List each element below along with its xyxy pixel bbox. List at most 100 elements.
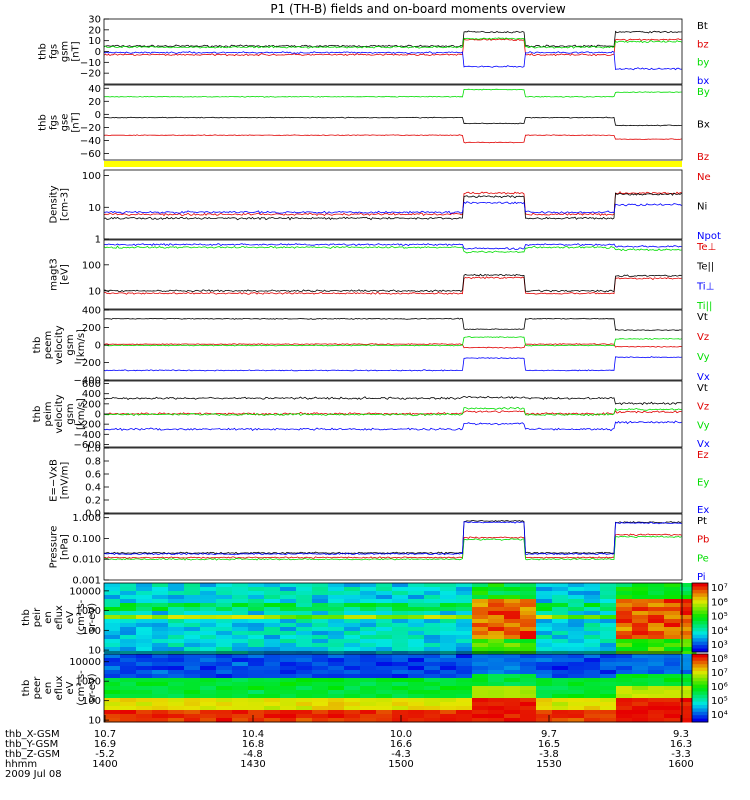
ylabel-line: Pressure <box>49 526 60 569</box>
ylabel-line: eflux <box>54 605 65 630</box>
time-row-label: thb_Z-GSM <box>5 749 60 760</box>
panel-pres: Pt Pb Pe Pi 1.000 0.100 0.010 0.001 Pressure [nPa… <box>49 513 710 586</box>
time-row-value: 10.7 <box>94 729 116 740</box>
ylabel-line: [nT] <box>71 112 82 132</box>
series-Vz <box>103 409 682 416</box>
ytick-label: 10 <box>88 36 101 47</box>
time-axis: thb_X-GSM 10.7 10.4 10.0 9.7 9.3 thb_Y-GSM 16.9… <box>5 715 694 780</box>
ylabel-line: thb <box>38 43 49 60</box>
series-By <box>103 88 682 98</box>
panel-fgs2: By Bx Bz 40 20 0 −20 −40 −60 thb fgs gse [nT] <box>38 84 710 163</box>
legend-Vz: Vz <box>697 402 709 413</box>
ylabel-line: velocity <box>54 394 65 433</box>
ytick-label: 1000 <box>76 606 101 617</box>
ytick-label: 1000 <box>76 677 101 688</box>
ylabel-line: [km/s] <box>76 398 87 430</box>
ytick-label: 20 <box>88 25 101 36</box>
time-row-value: 1530 <box>536 759 561 770</box>
legend-Bx: Bx <box>697 120 710 131</box>
ytick-label: 10 <box>88 286 101 297</box>
series-Ne <box>103 191 682 217</box>
ytick-label: −200 <box>74 358 101 369</box>
ylabel-line: (cm²-s- <box>76 670 87 706</box>
series-Vz <box>103 343 682 349</box>
colorbar-label: 10⁸ <box>711 654 728 665</box>
time-row-value: 16.5 <box>538 739 560 750</box>
ylabel-line: gsm <box>60 41 71 62</box>
ytick-label: 1.000 <box>72 513 101 524</box>
ytick-label: 30 <box>88 15 101 26</box>
legend-Ti||: Ti|| <box>696 301 712 312</box>
legend-Ne: Ne <box>697 172 711 183</box>
panel-efld: Ez Ey Ex 1.0 0.8 0.6 0.4 0.2 0.0 E=−VxB [mV/m] <box>49 444 710 520</box>
legend-Vy: Vy <box>697 420 710 431</box>
frame-efld <box>103 447 683 514</box>
colorbar-ispec: 10³ 10⁴ 10⁵ 10⁶ 10⁷ <box>691 582 728 653</box>
ylabel-line: [mV/m] <box>60 462 71 500</box>
colorbar-label: 10⁴ <box>711 626 728 637</box>
time-row-value: 10.0 <box>390 729 412 740</box>
time-row-label: thb_X-GSM <box>5 729 60 740</box>
ylabel-line: gsm <box>65 334 76 355</box>
ytick-label: −200 <box>74 420 101 431</box>
ytick-label: 0.010 <box>72 555 101 566</box>
series-Vx <box>103 356 682 372</box>
ytick-label: 0.2 <box>85 496 101 507</box>
ytick-label: 10000 <box>69 657 101 668</box>
ylabel-line: [nT] <box>71 41 82 61</box>
series-Pt <box>103 519 682 555</box>
panel-temp: Te⊥ Te|| Ti⊥ Ti|| 100 10 magt3 [eV] <box>49 239 716 312</box>
ytick-label: −10 <box>80 58 101 69</box>
legend-By: By <box>697 87 710 98</box>
series-Bz <box>103 134 682 144</box>
ylabel-line: E=−VxB <box>49 459 60 502</box>
ytick-label: 1 <box>95 235 101 246</box>
legend-Bz: Bz <box>697 152 709 163</box>
legend-Pb: Pb <box>697 535 709 546</box>
ylabel-line: [eV] <box>60 264 71 285</box>
legend-Npot: Npot <box>697 231 721 242</box>
ytick-label: 100 <box>82 171 101 182</box>
ytick-label: 0 <box>95 47 101 58</box>
ylabel-line: fgs <box>49 44 60 59</box>
ytick-label: −400 <box>74 430 101 441</box>
legend-Ey: Ey <box>697 478 709 489</box>
frame-espec <box>103 653 683 723</box>
series-Te|| <box>103 273 682 293</box>
ytick-label: 0.001 <box>72 576 101 587</box>
spectrogram-espec <box>104 654 697 723</box>
legend-Vz: Vz <box>697 332 709 343</box>
ytick-label: 20 <box>88 97 101 108</box>
time-row-value: 1500 <box>388 759 413 770</box>
time-row-value: 1600 <box>668 759 693 770</box>
ylabel-line: eV <box>65 681 76 694</box>
ytick-label: 0.6 <box>85 470 101 481</box>
ytick-label: 400 <box>82 389 101 400</box>
series-Vy <box>104 336 682 347</box>
series-Ti⊥ <box>103 243 682 250</box>
ytick-label: 200 <box>82 399 101 410</box>
plot-title: P1 (TH-B) fields and on-board moments ov… <box>270 2 566 16</box>
series-Ti|| <box>103 245 682 254</box>
ylabel-line: peim <box>43 401 54 426</box>
ylabel-line: peir <box>32 607 43 627</box>
ylabel-line: peer <box>32 676 43 700</box>
series-Vx <box>103 420 682 432</box>
ytick-label: 10 <box>88 203 101 214</box>
ytick-label: 400 <box>82 306 101 317</box>
series-Vt <box>103 317 682 331</box>
colorbar-label: 10⁴ <box>711 710 728 721</box>
frame-pres <box>103 513 683 581</box>
ylabel-line: magt3 <box>49 258 60 291</box>
series-Te⊥ <box>103 276 682 295</box>
colorbar-label: 10⁵ <box>711 612 728 623</box>
series-Bt <box>103 30 682 48</box>
frame-fgs2 <box>103 84 683 161</box>
legend-Vx: Vx <box>697 372 710 383</box>
ytick-label: 100 <box>82 696 101 707</box>
ylabel-line: (cm²-s- <box>76 599 87 635</box>
ylabel-line: thb <box>21 680 32 697</box>
